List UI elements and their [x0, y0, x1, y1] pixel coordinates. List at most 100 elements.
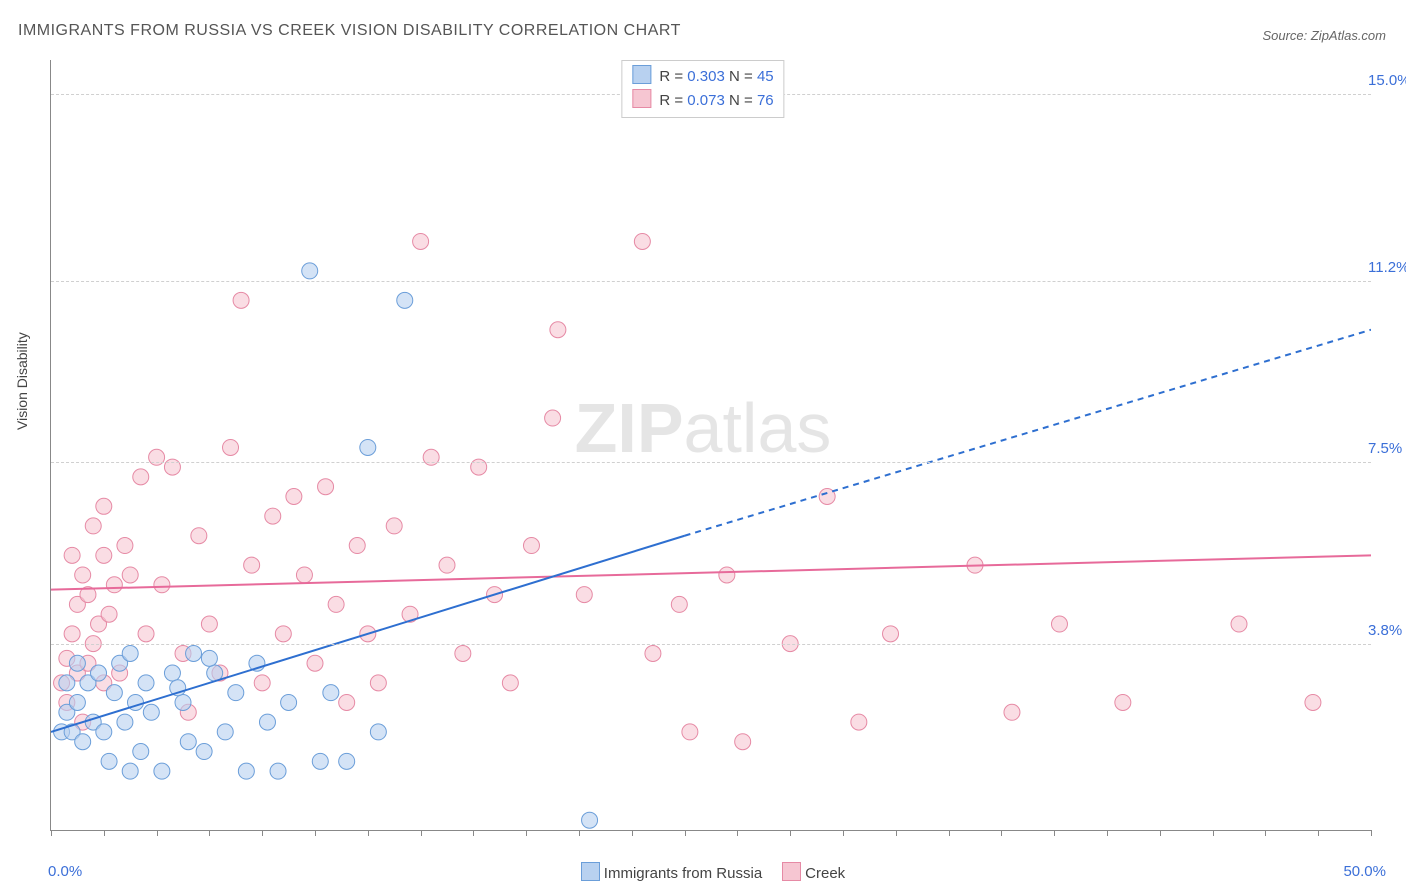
y-tick-label: 11.2% — [1368, 259, 1406, 276]
data-point — [186, 645, 202, 661]
source-value: ZipAtlas.com — [1311, 28, 1386, 43]
data-point — [122, 763, 138, 779]
scatter-svg — [51, 60, 1371, 830]
data-point — [96, 547, 112, 563]
x-tick — [843, 830, 844, 836]
legend-r-value: 0.303 — [687, 68, 725, 85]
data-point — [69, 694, 85, 710]
data-point — [201, 616, 217, 632]
data-point — [270, 763, 286, 779]
data-point — [360, 439, 376, 455]
legend-row: R = 0.303 N = 45 — [632, 65, 773, 89]
x-tick — [262, 830, 263, 836]
data-point — [1051, 616, 1067, 632]
y-tick-label: 7.5% — [1368, 440, 1402, 457]
data-point — [75, 734, 91, 750]
data-point — [328, 596, 344, 612]
data-point — [180, 734, 196, 750]
data-point — [175, 694, 191, 710]
data-point — [851, 714, 867, 730]
y-axis-label: Vision Disability — [14, 332, 30, 430]
data-point — [64, 547, 80, 563]
x-tick — [473, 830, 474, 836]
plot-area — [50, 60, 1371, 831]
data-point — [397, 292, 413, 308]
data-point — [254, 675, 270, 691]
data-point — [117, 714, 133, 730]
data-point — [69, 655, 85, 671]
legend-n-label: N = — [725, 92, 757, 109]
data-point — [1305, 694, 1321, 710]
source-attribution: Source: ZipAtlas.com — [1262, 28, 1386, 43]
data-point — [138, 626, 154, 642]
data-point — [122, 567, 138, 583]
x-tick — [737, 830, 738, 836]
data-point — [370, 724, 386, 740]
gridline — [51, 281, 1371, 282]
x-axis-min-label: 0.0% — [48, 863, 82, 880]
data-point — [101, 753, 117, 769]
legend-n-label: N = — [725, 68, 757, 85]
data-point — [259, 714, 275, 730]
x-tick — [632, 830, 633, 836]
data-point — [550, 322, 566, 338]
data-point — [318, 479, 334, 495]
data-point — [265, 508, 281, 524]
data-point — [228, 685, 244, 701]
chart-title: IMMIGRANTS FROM RUSSIA VS CREEK VISION D… — [18, 22, 681, 40]
x-tick — [157, 830, 158, 836]
y-tick-label: 15.0% — [1368, 72, 1406, 89]
data-point — [307, 655, 323, 671]
data-point — [645, 645, 661, 661]
series-legend: Immigrants from Russia Creek — [0, 862, 1406, 882]
data-point — [64, 626, 80, 642]
data-point — [634, 233, 650, 249]
data-point — [133, 469, 149, 485]
x-tick — [685, 830, 686, 836]
data-point — [96, 724, 112, 740]
data-point — [233, 292, 249, 308]
data-point — [439, 557, 455, 573]
data-point — [302, 263, 318, 279]
x-tick — [1318, 830, 1319, 836]
x-tick — [51, 830, 52, 836]
x-tick — [1107, 830, 1108, 836]
legend-n-value: 76 — [757, 92, 774, 109]
data-point — [154, 763, 170, 779]
data-point — [296, 567, 312, 583]
x-tick — [1213, 830, 1214, 836]
legend-swatch — [782, 862, 801, 881]
data-point — [323, 685, 339, 701]
x-tick — [896, 830, 897, 836]
x-tick — [1265, 830, 1266, 836]
data-point — [106, 685, 122, 701]
correlation-legend: R = 0.303 N = 45R = 0.073 N = 76 — [621, 60, 784, 118]
legend-series-label: Creek — [805, 865, 845, 882]
x-tick — [421, 830, 422, 836]
data-point — [101, 606, 117, 622]
x-tick — [790, 830, 791, 836]
legend-r-label: R = — [659, 92, 687, 109]
data-point — [122, 645, 138, 661]
legend-series-label: Immigrants from Russia — [604, 865, 762, 882]
data-point — [370, 675, 386, 691]
data-point — [281, 694, 297, 710]
data-point — [117, 538, 133, 554]
data-point — [1231, 616, 1247, 632]
x-tick — [209, 830, 210, 836]
x-tick — [1001, 830, 1002, 836]
data-point — [223, 439, 239, 455]
legend-swatch — [581, 862, 600, 881]
data-point — [502, 675, 518, 691]
data-point — [75, 567, 91, 583]
x-tick — [1160, 830, 1161, 836]
data-point — [275, 626, 291, 642]
data-point — [349, 538, 365, 554]
x-tick — [579, 830, 580, 836]
x-tick — [104, 830, 105, 836]
data-point — [191, 528, 207, 544]
y-tick-label: 3.8% — [1368, 622, 1402, 639]
data-point — [85, 518, 101, 534]
data-point — [244, 557, 260, 573]
data-point — [455, 645, 471, 661]
